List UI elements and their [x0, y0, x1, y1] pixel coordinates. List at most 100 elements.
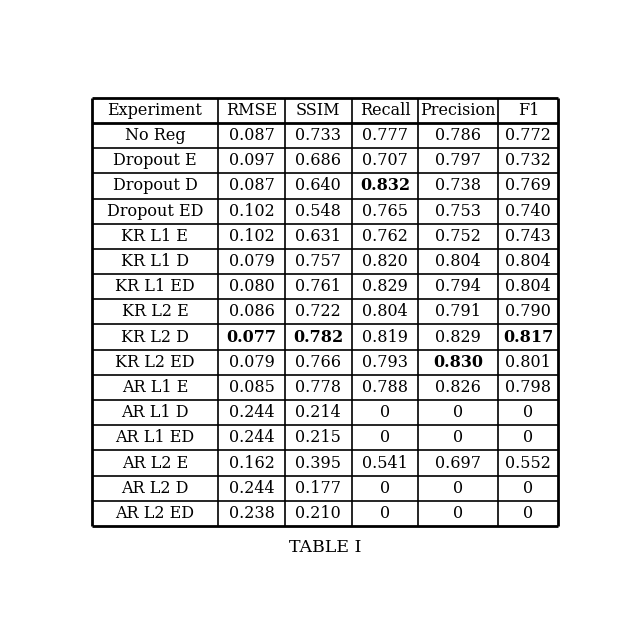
- Text: 0: 0: [380, 404, 390, 421]
- Text: 0.743: 0.743: [505, 228, 551, 245]
- Text: 0.804: 0.804: [505, 278, 551, 295]
- Text: 0.087: 0.087: [229, 127, 275, 144]
- Text: TABLE I: TABLE I: [288, 539, 361, 556]
- Text: 0.793: 0.793: [362, 354, 408, 371]
- Text: 0: 0: [453, 505, 463, 522]
- Text: Dropout ED: Dropout ED: [107, 203, 203, 219]
- Text: 0: 0: [380, 429, 390, 446]
- Text: 0.762: 0.762: [362, 228, 408, 245]
- Text: Recall: Recall: [359, 102, 410, 119]
- Text: 0.395: 0.395: [295, 454, 341, 471]
- Text: 0.765: 0.765: [362, 203, 408, 219]
- Text: 0.085: 0.085: [229, 379, 275, 396]
- Text: KR L2 ED: KR L2 ED: [115, 354, 195, 371]
- Text: 0.820: 0.820: [362, 253, 408, 270]
- Text: 0.829: 0.829: [362, 278, 408, 295]
- Text: 0.753: 0.753: [436, 203, 481, 219]
- Text: 0.829: 0.829: [436, 329, 481, 346]
- Text: 0: 0: [453, 429, 463, 446]
- Text: 0: 0: [380, 505, 390, 522]
- Text: 0: 0: [380, 480, 390, 497]
- Text: 0.733: 0.733: [295, 127, 341, 144]
- Text: 0.244: 0.244: [229, 429, 275, 446]
- Text: 0.752: 0.752: [436, 228, 481, 245]
- Text: AR L1 E: AR L1 E: [122, 379, 188, 396]
- Text: Experiment: Experiment: [107, 102, 202, 119]
- Text: 0.177: 0.177: [295, 480, 341, 497]
- Text: 0.077: 0.077: [226, 329, 276, 346]
- Text: 0.757: 0.757: [295, 253, 341, 270]
- Text: AR L2 ED: AR L2 ED: [115, 505, 195, 522]
- Text: 0.798: 0.798: [505, 379, 552, 396]
- Text: 0.786: 0.786: [436, 127, 481, 144]
- Text: 0.830: 0.830: [433, 354, 483, 371]
- Text: 0.080: 0.080: [229, 278, 275, 295]
- Text: 0.791: 0.791: [436, 303, 481, 320]
- Text: AR L1 D: AR L1 D: [121, 404, 189, 421]
- Text: 0.826: 0.826: [436, 379, 481, 396]
- Text: 0.766: 0.766: [295, 354, 341, 371]
- Text: 0: 0: [523, 480, 533, 497]
- Text: 0: 0: [453, 404, 463, 421]
- Text: 0.548: 0.548: [295, 203, 341, 219]
- Text: 0.640: 0.640: [295, 178, 341, 195]
- Text: 0.079: 0.079: [229, 253, 275, 270]
- Text: KR L1 E: KR L1 E: [122, 228, 188, 245]
- Text: 0.102: 0.102: [229, 228, 275, 245]
- Text: 0.769: 0.769: [505, 178, 552, 195]
- Text: 0: 0: [453, 480, 463, 497]
- Text: 0.631: 0.631: [295, 228, 341, 245]
- Text: KR L2 E: KR L2 E: [122, 303, 188, 320]
- Text: KR L1 D: KR L1 D: [121, 253, 189, 270]
- Text: 0: 0: [523, 505, 533, 522]
- Text: 0: 0: [523, 429, 533, 446]
- Text: 0.552: 0.552: [505, 454, 551, 471]
- Text: 0.697: 0.697: [436, 454, 481, 471]
- Text: 0.832: 0.832: [360, 178, 410, 195]
- Text: 0.732: 0.732: [505, 152, 551, 169]
- Text: 0.079: 0.079: [229, 354, 275, 371]
- Text: 0.804: 0.804: [505, 253, 551, 270]
- Text: 0.819: 0.819: [362, 329, 408, 346]
- Text: 0.215: 0.215: [295, 429, 341, 446]
- Text: F1: F1: [517, 102, 539, 119]
- Text: 0.778: 0.778: [295, 379, 341, 396]
- Text: 0.782: 0.782: [293, 329, 344, 346]
- Text: 0.686: 0.686: [295, 152, 341, 169]
- Text: AR L1 ED: AR L1 ED: [115, 429, 195, 446]
- Text: 0.788: 0.788: [362, 379, 408, 396]
- Text: KR L1 ED: KR L1 ED: [115, 278, 195, 295]
- Text: 0.740: 0.740: [505, 203, 551, 219]
- Text: 0.210: 0.210: [295, 505, 341, 522]
- Text: 0.801: 0.801: [505, 354, 551, 371]
- Text: No Reg: No Reg: [124, 127, 185, 144]
- Text: Dropout D: Dropout D: [112, 178, 197, 195]
- Text: Dropout E: Dropout E: [113, 152, 197, 169]
- Text: 0.804: 0.804: [436, 253, 481, 270]
- Text: 0.817: 0.817: [503, 329, 553, 346]
- Text: 0.707: 0.707: [362, 152, 408, 169]
- Text: 0.162: 0.162: [229, 454, 275, 471]
- Text: KR L2 D: KR L2 D: [121, 329, 189, 346]
- Text: 0.772: 0.772: [505, 127, 551, 144]
- Text: 0.777: 0.777: [362, 127, 408, 144]
- Text: 0.738: 0.738: [436, 178, 481, 195]
- Text: 0.804: 0.804: [362, 303, 408, 320]
- Text: 0.722: 0.722: [295, 303, 341, 320]
- Text: AR L2 D: AR L2 D: [121, 480, 188, 497]
- Text: 0.244: 0.244: [229, 404, 275, 421]
- Text: 0: 0: [523, 404, 533, 421]
- Text: 0.102: 0.102: [229, 203, 275, 219]
- Text: 0.761: 0.761: [295, 278, 341, 295]
- Text: AR L2 E: AR L2 E: [122, 454, 188, 471]
- Text: SSIM: SSIM: [296, 102, 340, 119]
- Text: 0.238: 0.238: [229, 505, 275, 522]
- Text: 0.244: 0.244: [229, 480, 275, 497]
- Text: 0.797: 0.797: [436, 152, 481, 169]
- Text: 0.214: 0.214: [295, 404, 341, 421]
- Text: Precision: Precision: [420, 102, 496, 119]
- Text: 0.097: 0.097: [229, 152, 275, 169]
- Text: 0.087: 0.087: [229, 178, 275, 195]
- Text: 0.790: 0.790: [505, 303, 551, 320]
- Text: 0.086: 0.086: [229, 303, 275, 320]
